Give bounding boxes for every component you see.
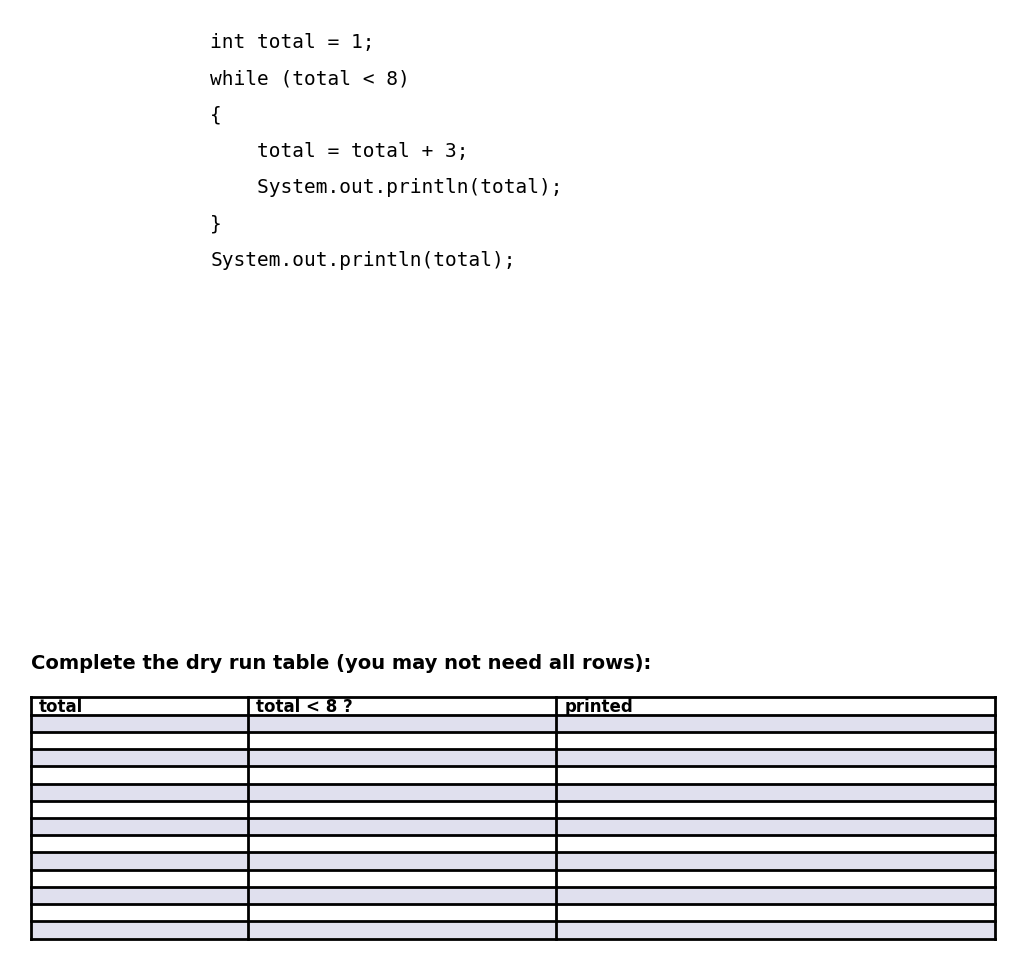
Bar xyxy=(31,904,248,922)
Bar xyxy=(248,870,556,887)
Bar xyxy=(556,887,995,904)
Text: Complete the dry run table (you may not need all rows):: Complete the dry run table (you may not … xyxy=(31,653,652,672)
Bar xyxy=(248,698,556,715)
Bar xyxy=(31,766,248,783)
Bar xyxy=(556,783,995,801)
Bar xyxy=(556,801,995,818)
Bar xyxy=(31,749,248,766)
Bar xyxy=(556,698,995,715)
Text: System.out.println(total);: System.out.println(total); xyxy=(210,178,563,197)
Bar xyxy=(31,922,248,939)
Text: while (total < 8): while (total < 8) xyxy=(210,70,410,89)
Bar xyxy=(556,818,995,836)
Bar xyxy=(556,836,995,853)
Bar xyxy=(248,801,556,818)
Bar xyxy=(31,818,248,836)
Bar xyxy=(556,715,995,732)
Bar xyxy=(556,904,995,922)
Bar xyxy=(248,732,556,749)
Bar xyxy=(556,922,995,939)
Text: System.out.println(total);: System.out.println(total); xyxy=(210,251,516,270)
Bar xyxy=(556,732,995,749)
Bar xyxy=(556,870,995,887)
Bar xyxy=(248,922,556,939)
Bar xyxy=(31,887,248,904)
Bar xyxy=(556,853,995,870)
Bar xyxy=(31,732,248,749)
Bar xyxy=(248,749,556,766)
Bar xyxy=(31,853,248,870)
Text: }: } xyxy=(210,214,222,233)
Bar xyxy=(248,715,556,732)
Bar xyxy=(248,766,556,783)
Bar xyxy=(31,698,248,715)
Text: int total = 1;: int total = 1; xyxy=(210,33,374,52)
Text: {: { xyxy=(210,106,222,125)
Bar xyxy=(248,783,556,801)
Bar xyxy=(31,870,248,887)
Text: printed: printed xyxy=(564,698,633,715)
Bar xyxy=(31,801,248,818)
Bar xyxy=(248,887,556,904)
Text: total < 8 ?: total < 8 ? xyxy=(255,698,353,715)
Bar xyxy=(31,836,248,853)
Bar xyxy=(556,766,995,783)
Bar xyxy=(31,715,248,732)
Text: total: total xyxy=(39,698,83,715)
Bar xyxy=(31,783,248,801)
Bar xyxy=(248,836,556,853)
Text: total = total + 3;: total = total + 3; xyxy=(210,142,469,161)
Bar xyxy=(248,853,556,870)
Bar xyxy=(248,904,556,922)
Bar xyxy=(248,818,556,836)
Bar xyxy=(556,749,995,766)
